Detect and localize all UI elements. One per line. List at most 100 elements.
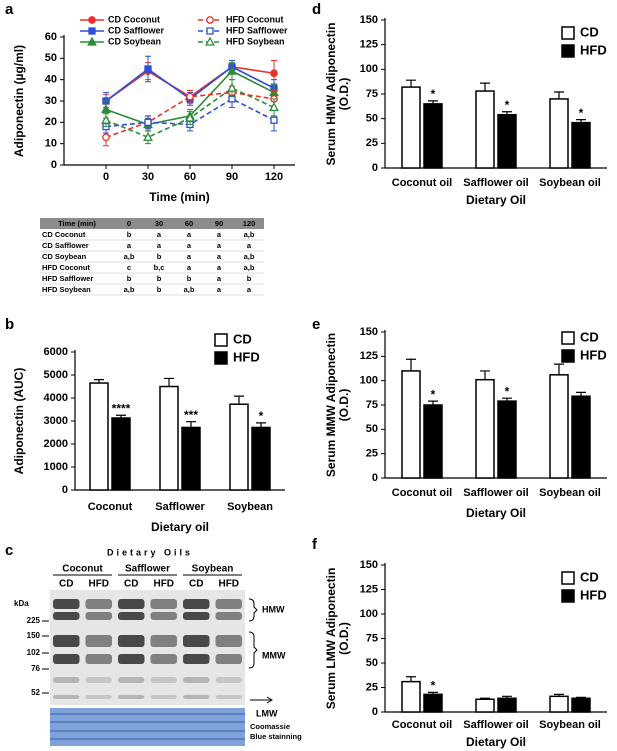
lane-label: HFD [88,579,109,590]
legend-swatch [561,571,575,585]
y-tick-label: 50 [366,113,378,125]
blot-band [150,635,177,647]
marker-label: 102 [27,648,41,657]
blot-band [183,612,210,620]
table-cell: a [157,230,162,239]
blot [50,590,245,705]
x-tick-label: 30 [142,171,154,183]
group-label: Safflower [125,564,170,575]
table-cell: a [247,285,252,294]
table-cell: a [187,263,192,272]
table-cell: b [157,285,162,294]
table-cell: a [187,241,192,250]
marker [270,116,278,124]
y-tick-label: 75 [366,88,378,100]
blot-band [53,635,80,647]
panel-label: e [312,316,320,333]
x-tick-label: 120 [265,171,283,183]
blot-band [183,695,210,699]
significance: **** [112,401,131,415]
y-axis-label: (O.D.) [337,622,351,655]
bar [549,98,569,169]
error-bar [406,358,416,371]
legend-label: CD [580,569,599,584]
error-bar [406,79,416,88]
error-bar [480,370,490,380]
legend-label: CD Safflower [108,25,165,35]
table-cell: a,b [244,252,255,261]
legend-marker [205,36,215,46]
legend-label: CD [580,24,599,39]
error-bar [554,91,564,99]
bar [475,378,495,479]
x-tick-label: 0 [103,171,109,183]
y-tick-label: 5000 [44,369,68,381]
lane-label: CD [124,579,138,590]
blot-band [215,612,242,620]
group-label: Coconut [62,564,103,575]
y-axis-label: Adiponectin (µg/ml) [12,45,26,157]
marker [101,104,111,114]
legend-swatch [561,44,575,58]
legend-label: HFD [233,349,260,364]
x-tick-label: Coconut oil [392,719,453,731]
x-tick-label: Safflower oil [463,719,528,731]
table-cell: a [217,274,222,283]
x-tick-label: Safflower [155,501,205,513]
blot-band [183,599,210,609]
y-tick-label: 4000 [44,392,68,404]
table-cell: a [187,230,192,239]
table-cell: CD Coconut [42,230,86,239]
table-cell: a [217,241,222,250]
y-axis-label: Serum LMW Adiponectin [324,568,338,710]
marker [144,65,152,73]
bar [571,395,591,479]
blot-band [118,612,145,620]
marker [227,65,237,75]
lane-label: HFD [153,579,174,590]
blot-band [85,695,112,699]
marker [185,112,195,122]
legend-swatch [561,589,575,603]
x-axis-label: Time (min) [149,190,209,204]
bar [475,90,495,169]
bar [497,113,517,169]
x-axis-label: Dietary Oil [466,193,526,207]
y-tick-label: 100 [360,63,378,75]
blot-band [118,654,145,664]
table-cell: a,b [184,285,195,294]
y-tick-label: 0 [372,162,378,174]
bar [89,382,109,491]
table-cell: b [247,274,252,283]
marker [270,69,278,78]
panel-label: c [5,542,13,559]
legend-swatch [561,349,575,363]
legend-marker [88,27,96,35]
table-cell: b [127,274,132,283]
bar [159,385,179,491]
table-cell: c [127,263,131,272]
table-cell: b,c [154,263,165,272]
x-tick-label: 90 [226,171,238,183]
bar [571,121,591,169]
legend-label: HFD Coconut [226,14,284,24]
table-cell: HFD Soybean [42,285,91,294]
marker-label: 225 [27,616,41,625]
legend-swatch [214,351,228,365]
bar [475,698,495,713]
x-tick-label: 60 [184,171,196,183]
blot-band [53,599,80,609]
bar [401,680,421,713]
y-tick-label: 25 [366,681,378,693]
y-tick-label: 3000 [44,415,68,427]
error-bar [480,82,490,92]
y-tick-label: 1000 [44,461,68,473]
bar [401,86,421,169]
table-cell: a [247,241,252,250]
marker-label: 52 [31,688,40,697]
x-tick-label: Soybean [227,501,273,513]
y-tick-label: 50 [45,52,57,64]
table-cell: a [217,263,222,272]
error-bar [186,421,196,428]
y-tick-label: 150 [360,14,378,26]
